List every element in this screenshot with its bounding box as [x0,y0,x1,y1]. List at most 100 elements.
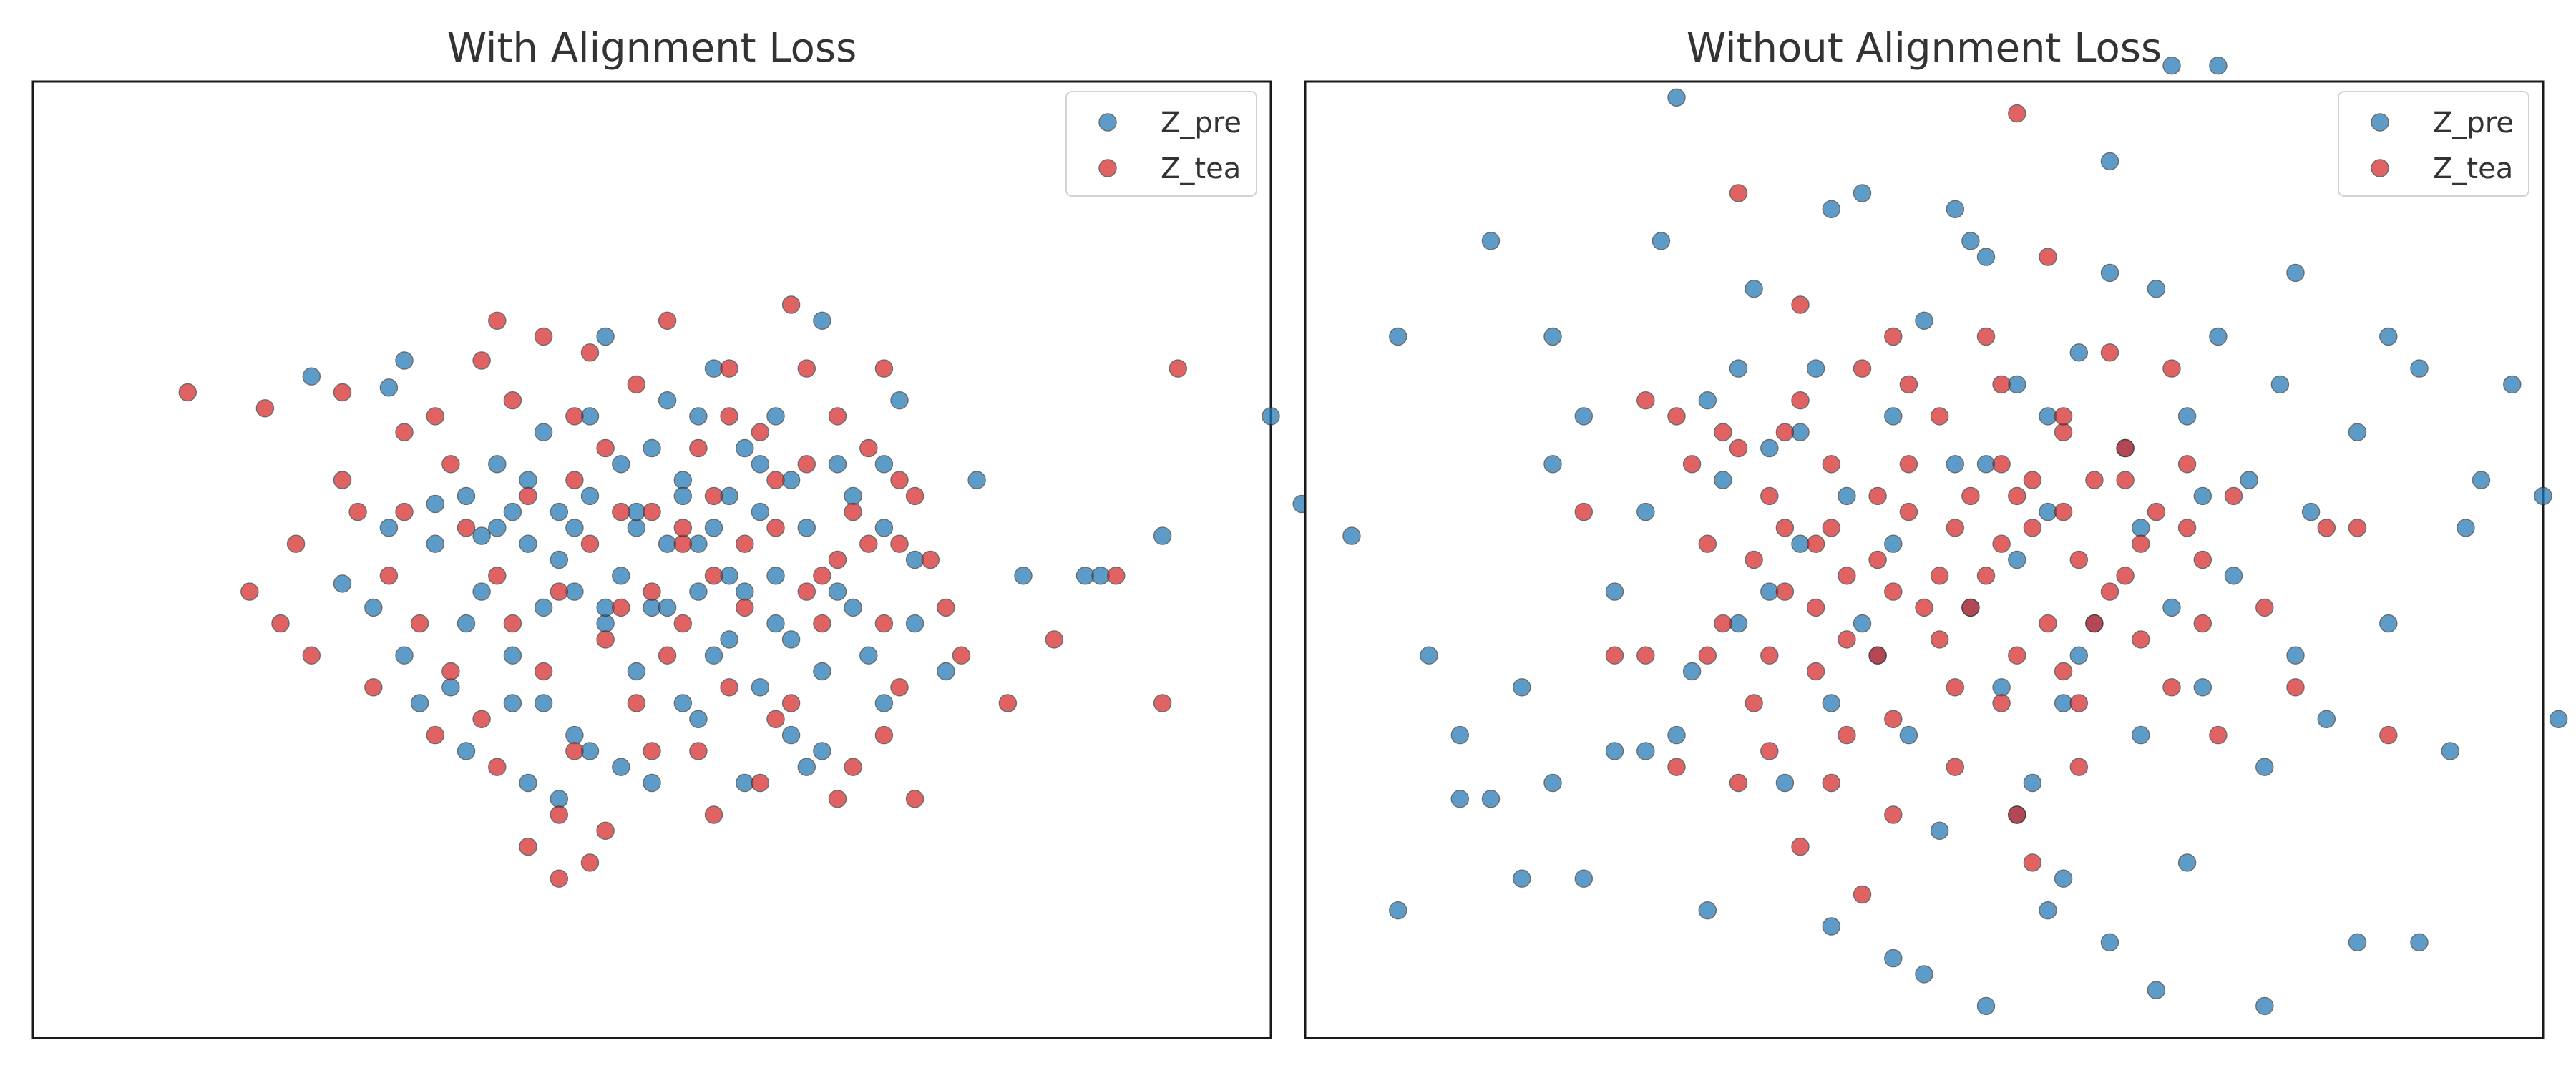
point-z-tea [2193,550,2212,569]
point-z-tea [1775,519,1795,537]
point-z-tea [2069,758,2089,776]
point-z-pre [874,519,894,537]
point-z-pre [1976,996,1996,1016]
point-z-tea [1838,567,1856,585]
point-z-pre [503,502,522,521]
point-z-pre [766,614,785,633]
point-z-tea [550,805,568,824]
right-legend-label-z-pre: Z_pre [2433,107,2514,139]
point-z-pre [1930,821,1949,841]
point-z-tea [1791,391,1810,410]
point-z-tea [2379,725,2398,745]
point-z-pre [302,367,321,386]
left-legend-marker-z-tea [1098,159,1117,177]
point-z-tea [2132,630,2150,649]
point-z-pre [766,567,785,585]
point-z-pre [2162,56,2181,75]
point-z-tea [751,423,770,441]
point-z-pre [1884,407,1903,426]
point-z-pre [905,614,924,633]
point-z-pre [379,519,399,537]
point-z-tea [1745,694,1763,712]
point-z-pre [1389,327,1407,346]
point-z-pre [2132,725,2150,745]
point-z-pre [736,773,754,793]
point-z-pre [2503,375,2522,394]
point-z-pre [2209,56,2228,75]
point-z-pre [1729,614,1748,633]
point-z-pre [1714,471,1732,489]
point-z-pre [2301,502,2321,521]
point-z-tea [2116,438,2135,458]
point-z-pre [580,407,600,426]
point-z-tea [952,646,971,665]
point-z-pre [2240,471,2258,489]
point-z-pre [1961,232,1980,250]
point-z-pre [890,391,909,410]
point-z-tea [1822,773,1841,793]
point-z-tea [1884,582,1903,601]
point-z-pre [658,598,677,617]
point-z-pre [1682,662,1702,681]
point-z-tea [2286,678,2305,697]
point-z-tea [410,614,429,633]
point-z-pre [658,391,677,410]
point-z-tea [2039,248,2057,266]
point-z-tea [2162,678,2181,697]
point-z-tea [2069,694,2089,712]
point-z-pre [2317,710,2336,728]
point-z-pre [1091,567,1110,585]
point-z-tea [998,694,1018,712]
point-z-pre [596,598,615,617]
point-z-pre [1450,790,1470,808]
point-z-tea [1636,646,1655,665]
point-z-pre [673,486,692,506]
point-z-tea [1791,295,1810,314]
point-z-tea [1992,455,2011,474]
point-z-pre [550,550,568,569]
point-z-tea [2317,519,2336,537]
point-z-pre [643,438,661,458]
point-z-pre [580,486,600,506]
point-z-pre [1667,725,1686,745]
point-z-tea [874,359,894,378]
point-z-pre [2162,598,2181,617]
point-z-tea [1667,407,1686,426]
point-z-pre [441,678,460,697]
point-z-tea [859,438,878,458]
point-z-tea [271,614,290,633]
point-z-pre [2054,869,2073,888]
point-z-pre [534,694,553,712]
point-z-tea [1698,646,1717,665]
point-z-tea [1868,550,1887,569]
point-z-pre [596,614,615,633]
point-z-tea [178,383,197,402]
point-z-tea [2209,725,2228,745]
point-z-tea [844,758,862,776]
point-z-pre [813,662,831,681]
point-z-pre [1153,526,1172,545]
point-z-pre [1806,359,1825,378]
point-z-pre [673,471,692,489]
point-z-tea [1915,598,1933,617]
point-z-pre [2286,263,2305,283]
point-z-pre [1389,901,1407,920]
point-z-tea [813,567,831,585]
point-z-tea [766,519,785,537]
point-z-pre [1667,88,1686,107]
point-z-tea [2008,104,2026,123]
point-z-pre [612,567,630,585]
point-z-pre [937,662,955,681]
point-z-tea [2177,519,2197,537]
point-z-pre [1605,742,1624,760]
point-z-tea [1760,646,1779,665]
point-z-tea [240,582,259,601]
point-z-pre [1481,790,1501,808]
left-legend: Z_pre Z_tea [1065,91,1257,197]
point-z-tea [627,694,646,712]
point-z-tea [859,534,878,553]
point-z-pre [534,598,553,617]
point-z-tea [937,598,955,617]
right-plot-frame [1304,80,2545,1039]
